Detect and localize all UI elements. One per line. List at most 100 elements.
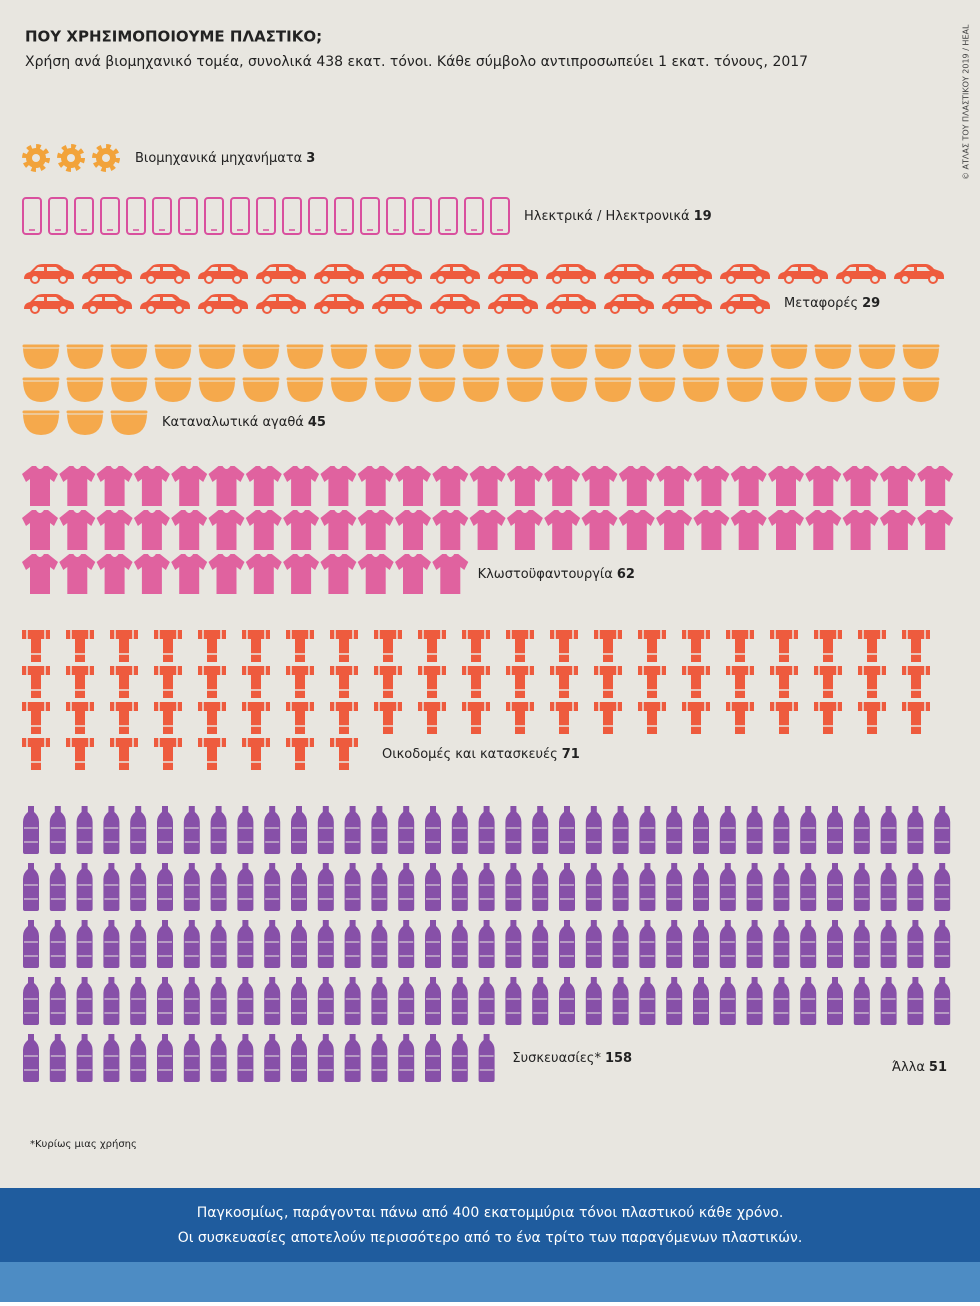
category-name: Άλλα [892,1060,925,1075]
icon-part [506,941,521,957]
icon [357,554,394,594]
icon-part [533,941,548,957]
icon-part [92,267,118,271]
icon-part [58,304,68,314]
icon [604,294,654,314]
icon-part [208,554,245,594]
icon-part [406,274,416,284]
icon-part [265,941,280,957]
icon-part [682,630,710,662]
icon [286,702,314,734]
icon [612,977,629,1025]
icon-part [330,666,358,698]
icon-part [330,702,358,734]
icon-part [104,1055,119,1071]
icon-part [594,702,622,734]
icon [638,666,666,698]
icon [153,376,193,402]
icon-part [131,1055,146,1071]
subtitle: Χρήση ανά βιομηχανικό τομέα, συνολικά 43… [25,54,808,70]
icon-part [638,666,666,698]
category-label: Μεταφορές 29 [784,296,880,311]
icon [130,920,147,968]
icon-part [464,197,484,235]
icon-part [406,304,416,314]
icon-part [345,884,360,900]
icon-part [109,376,149,382]
icon [842,466,879,506]
icon [66,702,94,734]
icon-part [903,380,939,402]
icon-part [417,376,457,382]
icon-part [774,884,789,900]
icon-part [774,827,789,843]
icon-part [374,666,402,698]
icon-part [158,884,172,900]
icon [853,920,870,968]
icon [462,630,490,662]
icon [559,863,575,911]
icon [398,977,415,1025]
icon-part [554,666,574,691]
icon [505,343,545,369]
icon-part [22,702,50,734]
icon-part [614,297,640,301]
icon [827,863,843,911]
icon [594,702,622,734]
icon-part [238,827,253,843]
icon-part [494,274,504,284]
icon [719,863,736,911]
icon-part [26,666,46,691]
icon [237,920,254,968]
icon-part [693,510,730,550]
icon [770,702,798,734]
icon-part [378,630,398,655]
icon [451,806,468,854]
icon-part [720,884,735,900]
icon-part [533,827,548,843]
icon [283,510,320,550]
icon-part [479,827,494,843]
category-value: 3 [306,151,315,166]
icon-part [23,413,59,435]
icon-part [246,666,266,691]
icon-part [399,941,414,957]
icon-part [50,1055,65,1071]
icon-part [506,466,543,506]
icon [198,666,226,698]
icon-part [77,941,92,957]
icon-part [320,510,357,550]
icon-part [462,702,490,734]
icon [242,630,270,662]
icon-part [245,554,282,594]
icon [49,977,66,1025]
icon [74,197,94,235]
icon [357,510,394,550]
icon-part [879,510,916,550]
icon-part [114,630,134,655]
icon-part [720,998,735,1014]
icon [532,920,549,968]
icon [478,806,495,854]
icon-part [452,827,467,843]
icon-part [77,998,92,1014]
icon-part [290,630,310,655]
icon [858,666,886,698]
icon-part [395,510,431,550]
icon [183,863,200,911]
category-name: Μεταφορές [784,296,858,311]
icon-part [768,510,804,550]
icon [725,376,765,402]
icon [386,197,406,235]
icon-part [92,297,118,301]
category-label: Άλλα 51 [892,1060,947,1075]
icon-part [242,702,270,734]
icon-part [262,274,272,284]
icon [769,343,809,369]
category-name: Συσκευασίες* [512,1051,601,1066]
category-value: 45 [308,415,326,430]
icon-part [554,702,574,727]
icon [581,510,618,550]
icon-part [550,630,578,662]
icon-part [153,343,193,349]
